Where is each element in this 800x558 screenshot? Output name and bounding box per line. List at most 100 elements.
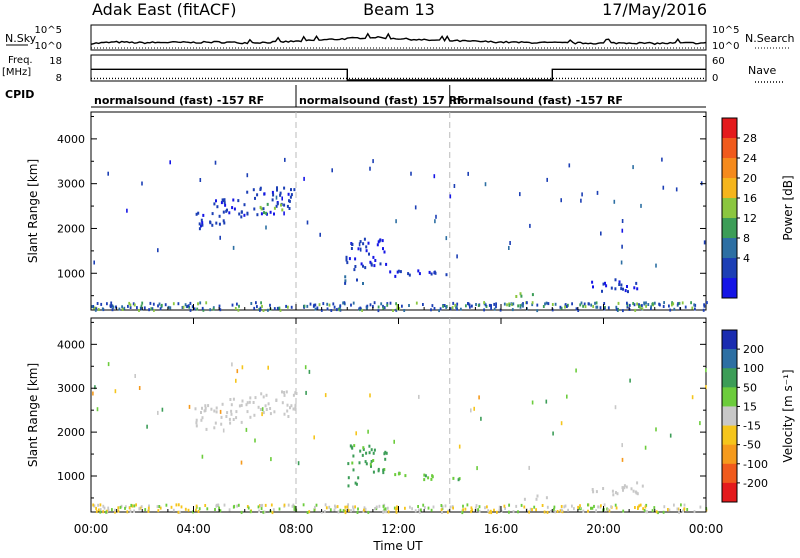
echo-cell xyxy=(276,188,278,192)
echo-cell xyxy=(375,505,378,509)
echo-cell xyxy=(549,510,552,513)
echo-cell xyxy=(289,195,292,199)
echo-cell xyxy=(582,304,584,308)
echo-cell xyxy=(367,429,369,434)
echo-cell xyxy=(587,509,589,513)
cpid-label: CPID xyxy=(5,88,34,101)
echo-cell xyxy=(455,305,458,309)
echo-cell xyxy=(167,305,170,309)
echo-cell xyxy=(382,306,385,310)
echo-cell xyxy=(324,503,327,507)
echo-cell xyxy=(493,307,496,311)
echo-cell xyxy=(259,205,262,209)
echo-cell xyxy=(602,487,605,490)
echo-cell xyxy=(488,510,491,514)
echo-cell xyxy=(303,176,305,181)
colorbar-tick-label: 50 xyxy=(743,381,757,394)
echo-cell xyxy=(231,362,233,367)
echo-cell xyxy=(703,303,705,307)
echo-cell xyxy=(129,509,132,513)
echo-cell xyxy=(143,306,146,310)
echo-cell xyxy=(621,228,624,233)
echo-cell xyxy=(690,301,692,305)
echo-cell xyxy=(407,272,410,276)
freq-trace xyxy=(91,68,706,81)
echo-cell xyxy=(95,510,98,514)
nsky-tick-top: 10^5 xyxy=(35,25,62,36)
echo-cell xyxy=(380,302,383,306)
echo-cell xyxy=(350,509,352,513)
echo-cell xyxy=(601,289,603,293)
echo-cell xyxy=(287,415,290,418)
echo-cell xyxy=(265,211,268,215)
echo-cell xyxy=(595,305,598,309)
echo-cell xyxy=(468,303,471,307)
echo-cell xyxy=(304,365,307,370)
echo-cell xyxy=(246,212,249,216)
echo-cell xyxy=(362,264,364,268)
echo-cell xyxy=(361,453,364,457)
echo-cell xyxy=(588,302,590,306)
echo-cell xyxy=(384,507,387,511)
echo-cell xyxy=(383,306,386,310)
echo-cell xyxy=(394,274,397,278)
echo-cell xyxy=(223,503,226,507)
echo-cell xyxy=(441,511,443,514)
echo-cell xyxy=(528,510,530,514)
echo-cell xyxy=(232,397,235,401)
echo-cell xyxy=(169,160,171,165)
echo-cell xyxy=(449,307,452,311)
echo-cell xyxy=(677,302,679,306)
colorbar-swatch xyxy=(722,330,737,350)
echo-cell xyxy=(444,504,447,508)
echo-cell xyxy=(213,409,216,413)
echo-cell xyxy=(228,211,231,215)
colorbar-swatch xyxy=(722,258,737,279)
echo-cell xyxy=(363,508,365,512)
echo-cell xyxy=(215,221,218,225)
echo-cell xyxy=(415,301,418,305)
echo-cell xyxy=(305,390,307,395)
echo-cell xyxy=(187,304,190,308)
echo-cell xyxy=(161,407,164,412)
echo-cell xyxy=(579,303,582,307)
echo-cell xyxy=(292,407,295,411)
freq-line xyxy=(91,68,706,81)
echo-cell xyxy=(269,210,272,214)
echo-cell xyxy=(424,474,427,478)
freq-tick-top: 18 xyxy=(49,56,62,67)
echo-cell xyxy=(344,279,347,283)
echo-cell xyxy=(255,301,257,305)
echo-cell xyxy=(206,507,209,511)
echo-cell xyxy=(256,213,259,217)
echo-cell xyxy=(651,509,654,513)
echo-cell xyxy=(644,510,647,514)
echo-cell xyxy=(234,307,237,310)
echo-cell xyxy=(342,509,345,513)
echo-cell xyxy=(462,508,464,512)
echo-cell xyxy=(260,507,263,510)
echo-cell xyxy=(592,285,594,289)
echo-cell xyxy=(498,508,501,512)
echo-cell xyxy=(536,309,539,313)
echo-cell xyxy=(267,308,269,312)
echo-cell xyxy=(233,504,236,508)
echo-cell xyxy=(645,304,647,308)
echo-cell xyxy=(627,290,629,294)
echo-cell xyxy=(263,211,265,215)
echo-cell xyxy=(531,301,534,305)
echo-cell xyxy=(508,510,510,514)
echo-cell xyxy=(372,459,375,462)
echo-cell xyxy=(625,485,628,489)
echo-cell xyxy=(107,508,110,512)
echo-cell xyxy=(523,497,526,501)
echo-cell xyxy=(99,510,102,514)
colorbar-swatch xyxy=(722,368,737,388)
echo-cell xyxy=(136,306,138,310)
echo-cell xyxy=(397,269,400,273)
echo-cell xyxy=(519,292,522,296)
echo-cell xyxy=(411,507,413,511)
echo-cell xyxy=(515,295,518,298)
echo-cell xyxy=(354,257,357,261)
echo-cell xyxy=(316,306,319,310)
